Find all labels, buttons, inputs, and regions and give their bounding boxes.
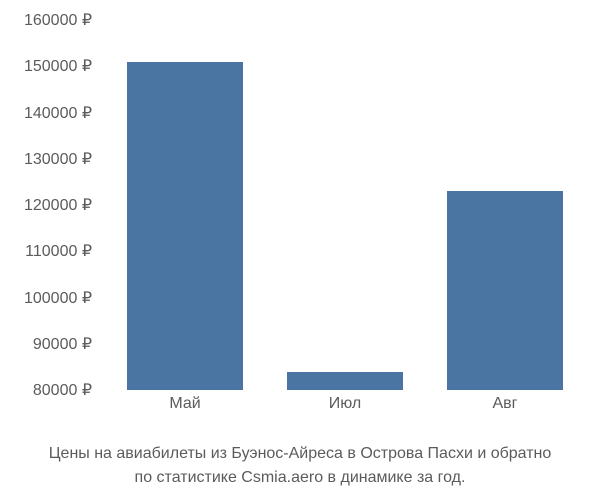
x-tick-label: Авг — [492, 395, 517, 413]
y-tick-label: 100000 ₽ — [24, 288, 92, 308]
x-tick-label: Май — [169, 395, 200, 413]
y-tick-label: 90000 ₽ — [33, 334, 92, 354]
y-tick-label: 140000 ₽ — [24, 103, 92, 123]
bar — [287, 372, 402, 391]
bar — [447, 191, 562, 390]
caption-line-1: Цены на авиабилеты из Буэнос-Айреса в Ос… — [0, 442, 600, 466]
plot-area — [105, 20, 585, 390]
y-axis: 80000 ₽90000 ₽100000 ₽110000 ₽120000 ₽13… — [0, 20, 100, 390]
y-tick-label: 120000 ₽ — [24, 195, 92, 215]
price-chart: 80000 ₽ 90000 ₽ 100000 ₽ 110000 ₽ 120000 ₽ 13… — [0, 0, 600, 440]
caption-line-2: по статистике Csmia.aero в динамике за г… — [0, 466, 600, 490]
y-tick-label: 80000 ₽ — [33, 380, 92, 400]
y-tick-label: 110000 ₽ — [25, 241, 92, 261]
y-tick-label: 150000 ₽ — [24, 56, 92, 76]
x-axis: Май Июл Авг — [105, 395, 585, 425]
chart-caption: Цены на авиабилеты из Буэнос-Айреса в Ос… — [0, 442, 600, 490]
bar — [127, 62, 242, 390]
y-tick-label: 130000 ₽ — [24, 149, 92, 169]
y-tick-label: 160000 ₽ — [24, 10, 92, 30]
x-tick-label: Июл — [329, 395, 361, 413]
